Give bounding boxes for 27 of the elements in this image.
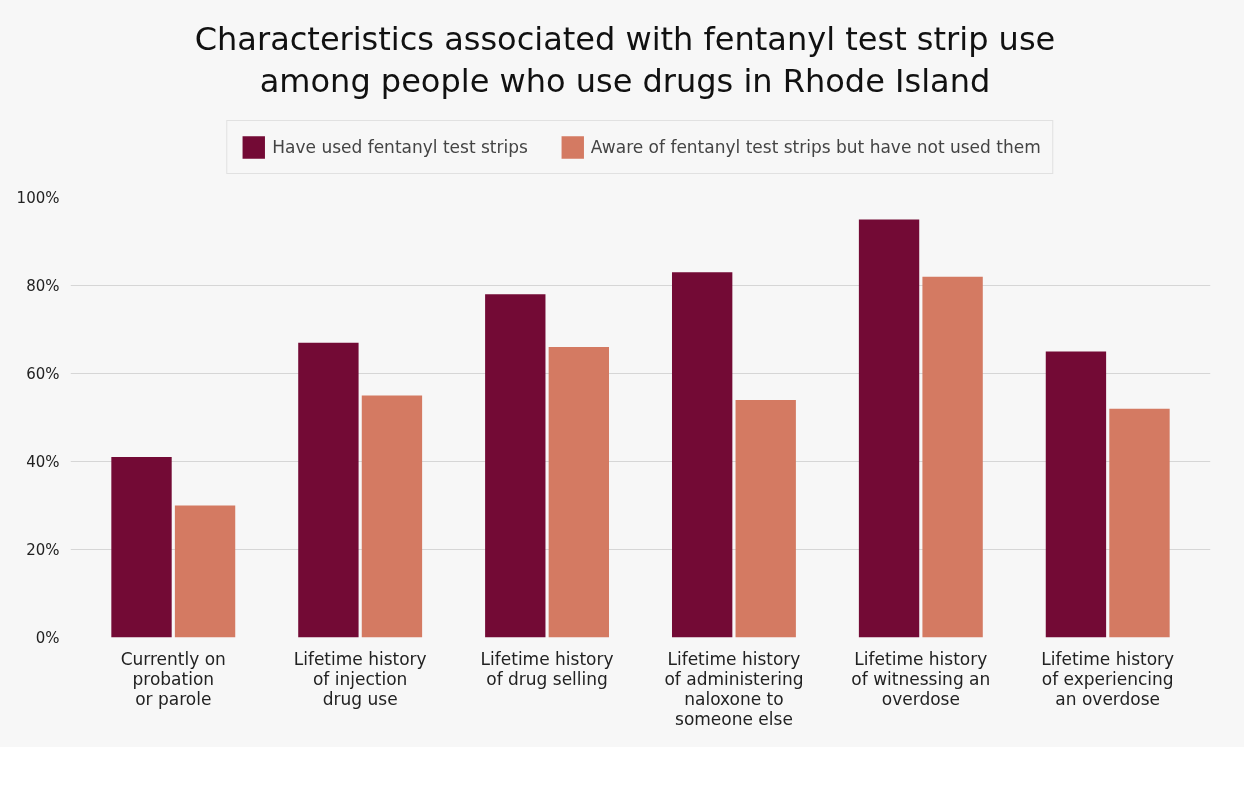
y-tick-label: 20% <box>26 540 60 559</box>
bar <box>922 276 983 638</box>
legend-label: Have used fentanyl test strips <box>272 137 528 158</box>
x-tick-label: Lifetime history of injection drug use <box>293 648 427 709</box>
bar <box>111 457 172 638</box>
chart-title: Characteristics associated with fentanyl test strip use among people who use drugs in Rhode Island <box>194 19 1056 102</box>
y-tick-label: 100% <box>16 188 60 207</box>
bar <box>1045 351 1107 638</box>
bar <box>361 395 423 638</box>
x-tick-label: Currently on probation or parole <box>120 648 226 709</box>
x-tick-label: Lifetime history of witnessing an overdose <box>851 648 991 709</box>
legend-label: Aware of fentanyl test strips but have not used them <box>590 137 1041 158</box>
y-tick-label: 40% <box>26 452 60 471</box>
bar <box>1109 408 1170 638</box>
x-tick-label: Lifetime history of drug selling <box>480 648 614 689</box>
x-tick-label: Lifetime history of administering naloxone to someone else <box>664 648 804 729</box>
x-tick-label: Lifetime history of experiencing an overdose <box>1041 648 1175 709</box>
bar <box>174 505 236 638</box>
y-tick-label: 60% <box>26 364 60 383</box>
bar <box>735 400 796 638</box>
bar <box>858 219 920 638</box>
bar <box>485 294 546 638</box>
y-tick-label: 80% <box>26 276 60 295</box>
y-tick-label: 0% <box>35 628 60 647</box>
bar <box>298 342 359 638</box>
bar <box>671 272 733 638</box>
bar <box>548 347 610 638</box>
